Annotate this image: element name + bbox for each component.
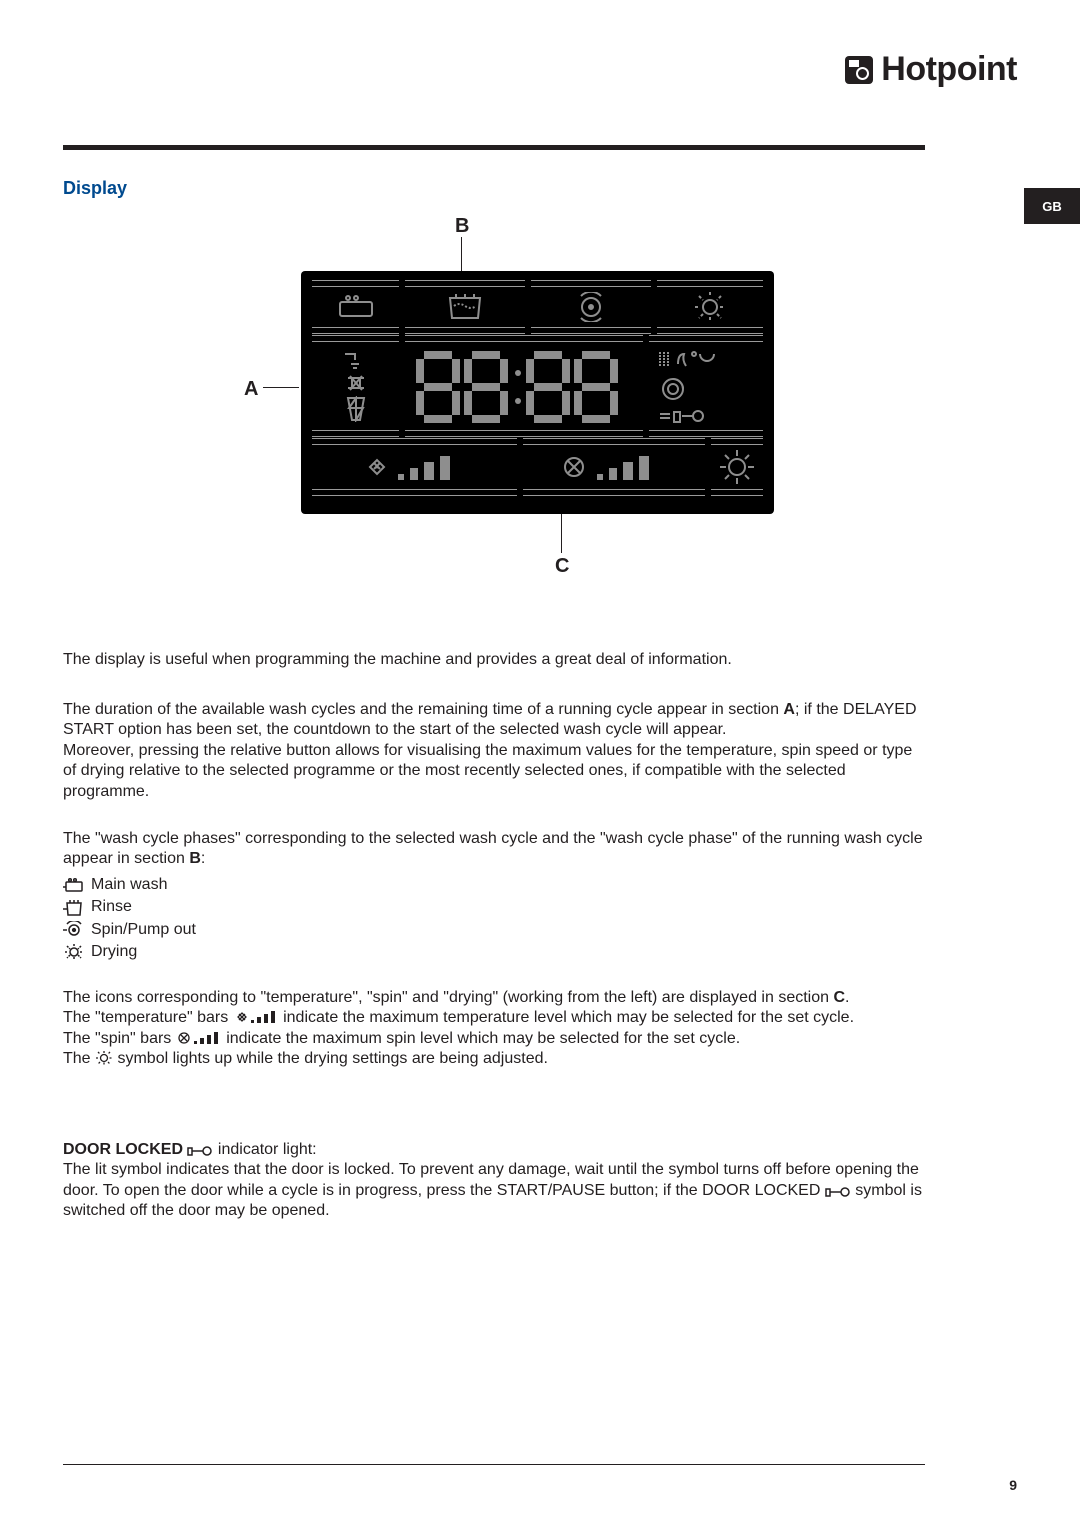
- diagram-leader-c: [561, 513, 562, 553]
- rinse-phase-icon: [63, 899, 85, 917]
- para-1: The display is useful when programming t…: [63, 650, 925, 670]
- phase-rinse-label: Rinse: [91, 896, 132, 918]
- drying-phase-icon: [658, 283, 762, 331]
- section-title: Display: [63, 178, 127, 199]
- door-locked-para: DOOR LOCKED indicator light: The lit sym…: [63, 1140, 925, 1222]
- time-display: [406, 338, 642, 434]
- brand-logo: Hotpoint: [845, 50, 1017, 89]
- spin-right-icon: [658, 376, 688, 402]
- para-3: The "wash cycle phases" corresponding to…: [63, 829, 925, 964]
- page-number: 9: [1009, 1477, 1017, 1493]
- p2c: Moreover, pressing the relative button a…: [63, 742, 912, 800]
- para-2: The duration of the available wash cycle…: [63, 700, 925, 802]
- lcd-row-a: [313, 338, 762, 434]
- lcd-panel: [301, 271, 774, 514]
- main-wash-phase-icon: [63, 876, 85, 894]
- diagram-leader-a: [263, 387, 299, 388]
- p3a-bold: B: [189, 850, 201, 867]
- p4-dry-b: symbol lights up while the drying settin…: [113, 1050, 548, 1067]
- p4a: The icons corresponding to "temperature"…: [63, 989, 833, 1006]
- rule-bottom: [63, 1464, 925, 1466]
- hotpoint-icon: [845, 56, 873, 84]
- row-a-left-icons: [313, 338, 398, 434]
- p2a: The duration of the available wash cycle…: [63, 701, 783, 718]
- rinse-icon: [406, 283, 524, 331]
- row-a-right-icons: [650, 338, 762, 434]
- door-lock-inline-icon-2: [825, 1186, 851, 1198]
- phase-list: Main wash Rinse Spin/Pump out Drying: [63, 874, 925, 964]
- phase-rinse: Rinse: [63, 896, 925, 918]
- door-body-a: The lit symbol indicates that the door i…: [63, 1161, 919, 1198]
- lcd-row-b: [313, 283, 762, 331]
- diagram-label-b: B: [455, 215, 469, 238]
- phase-spin: Spin/Pump out: [63, 919, 925, 941]
- brand-text: Hotpoint: [881, 50, 1017, 89]
- page: Hotpoint GB Display B A C: [0, 0, 1080, 1527]
- temperature-c-icon: [658, 348, 718, 370]
- spin-phase-icon: [63, 921, 85, 939]
- rule-top: [63, 145, 925, 150]
- temp-bars-inline-icon: [233, 1009, 279, 1025]
- p4b: .: [845, 989, 849, 1006]
- phase-drying-label: Drying: [91, 941, 137, 963]
- sun-inline-icon: [95, 1050, 113, 1066]
- phase-drying: Drying: [63, 941, 925, 963]
- display-diagram: B A C: [0, 215, 1080, 585]
- lcd-row-c: [313, 441, 762, 493]
- p4-spin-b: indicate the maximum spin level which ma…: [222, 1030, 740, 1047]
- p4-temp-b: indicate the maximum temperature level w…: [279, 1009, 854, 1026]
- temperature-bars: [313, 441, 516, 493]
- door-indicator-text: indicator light:: [218, 1141, 317, 1158]
- p4-dry-a: The: [63, 1050, 95, 1067]
- phase-main-wash-label: Main wash: [91, 874, 167, 896]
- spin-icon: [532, 283, 650, 331]
- spin-bars-inline-icon: [176, 1030, 222, 1046]
- drying-sun: [712, 441, 762, 493]
- door-lock-inline-icon-1: [187, 1145, 213, 1157]
- p4-temp-a: The "temperature" bars: [63, 1009, 233, 1026]
- main-wash-icon: [313, 283, 398, 331]
- phase-spin-label: Spin/Pump out: [91, 919, 196, 941]
- para-4: The icons corresponding to "temperature"…: [63, 988, 925, 1070]
- drying-phase-icon: [63, 943, 85, 961]
- phase-main-wash: Main wash: [63, 874, 925, 896]
- door-lock-right-icon: [658, 408, 706, 424]
- spin-bars: [524, 441, 704, 493]
- p4-spin-a: The "spin" bars: [63, 1030, 176, 1047]
- diagram-label-a: A: [244, 378, 258, 401]
- para-1-text: The display is useful when programming t…: [63, 651, 732, 668]
- diagram-label-c: C: [555, 555, 569, 578]
- p2a-bold: A: [783, 701, 795, 718]
- door-heading: DOOR LOCKED: [63, 1141, 183, 1158]
- p4a-bold: C: [833, 989, 845, 1006]
- p3b: :: [201, 850, 205, 867]
